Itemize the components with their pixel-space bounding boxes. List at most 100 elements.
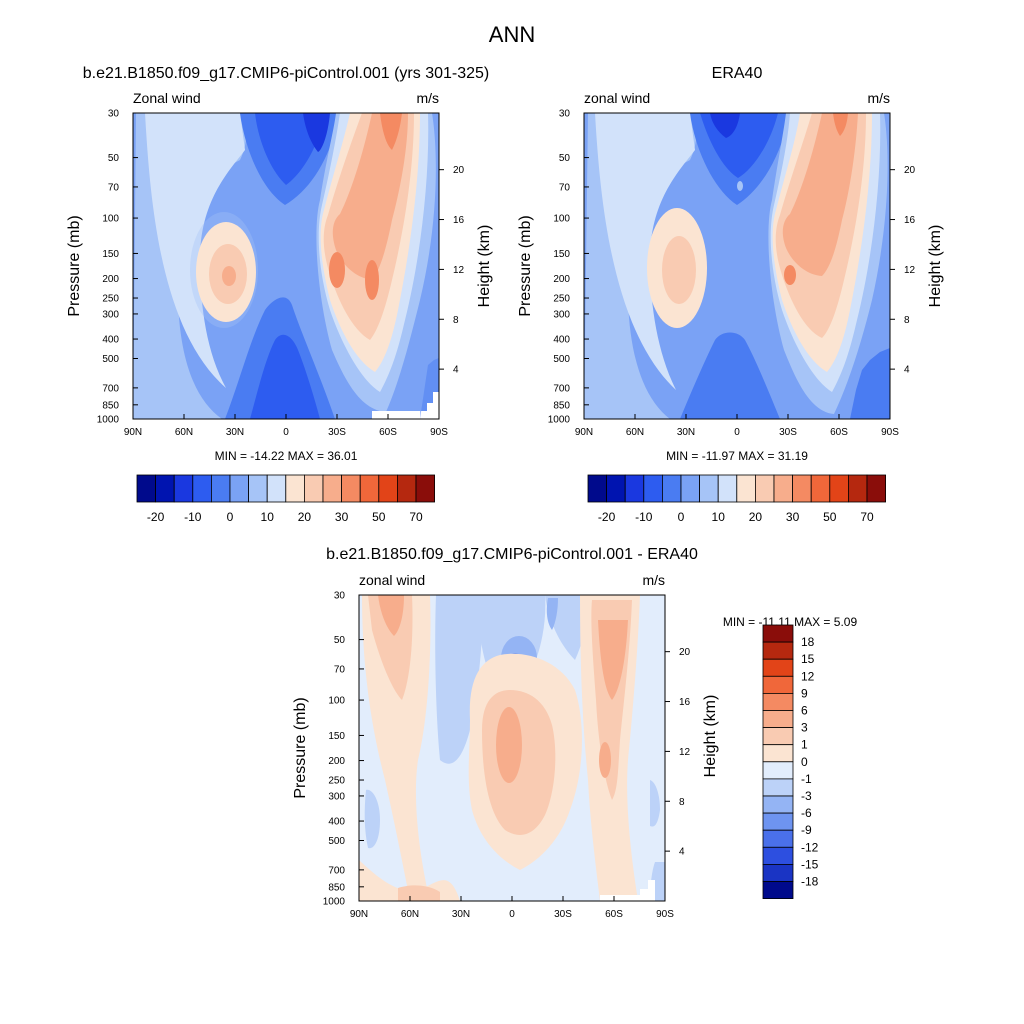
y-tick-label: 300 bbox=[328, 791, 345, 802]
y-tick-labels: 30 50 70 100 150 200 250 300 400 500 700 850 1000 bbox=[548, 109, 589, 426]
x-tick-label: 90N bbox=[575, 427, 593, 438]
colorbar-swatch bbox=[248, 474, 268, 503]
colorbar-swatch bbox=[755, 474, 775, 503]
y-right-tick-label: 8 bbox=[904, 315, 910, 326]
y-tick-label: 400 bbox=[328, 817, 345, 828]
panel-model: b.e21.B1850.f09_g17.CMIP6-piControl.001 … bbox=[66, 65, 493, 524]
panel-era40: ERA40 zonal wind m/s bbox=[517, 65, 944, 524]
colorbar-swatch bbox=[762, 864, 794, 882]
colorbar-label: 10 bbox=[712, 510, 726, 524]
colorbar-swatch bbox=[699, 474, 719, 503]
colorbar-label: 50 bbox=[823, 510, 837, 524]
colorbar-swatch bbox=[285, 474, 305, 503]
y-tick-label: 70 bbox=[108, 182, 120, 193]
colorbar-swatch bbox=[762, 761, 794, 780]
colorbar-swatch bbox=[762, 846, 794, 865]
colorbar-label: 0 bbox=[801, 755, 808, 769]
x-tick-label: 90S bbox=[656, 909, 674, 920]
colorbar-swatch bbox=[736, 474, 756, 503]
colorbar-label: 15 bbox=[801, 652, 815, 666]
colorbar-swatch bbox=[792, 474, 812, 503]
colorbar-label: 6 bbox=[801, 704, 808, 718]
x-tick-label: 90S bbox=[881, 427, 899, 438]
y-axis-label: Pressure (mb) bbox=[292, 697, 309, 798]
colorbar-swatch bbox=[210, 474, 231, 503]
y-tick-label: 100 bbox=[553, 214, 570, 225]
variable-label: Zonal wind bbox=[133, 90, 201, 106]
colorbar-label: -20 bbox=[598, 510, 616, 524]
colorbar-swatch bbox=[762, 693, 794, 711]
y-right-tick-label: 20 bbox=[453, 165, 465, 176]
colorbar: 18 15 12 9 6 3 1 0 -1 -3 -6 -9 -12 -15 -18 bbox=[762, 624, 819, 900]
min-max-label: MIN = -11.11 MAX = 5.09 bbox=[723, 615, 858, 629]
colorbar-label: -6 bbox=[801, 806, 812, 820]
colorbar-label: -10 bbox=[184, 510, 202, 524]
y-tick-label: 400 bbox=[553, 335, 570, 346]
colorbar-label: 70 bbox=[860, 510, 874, 524]
x-tick-label: 60S bbox=[830, 427, 848, 438]
colorbar-label: -9 bbox=[801, 823, 812, 837]
colorbar-swatch bbox=[762, 881, 794, 900]
y-right-tick-label: 20 bbox=[679, 647, 691, 658]
y-tick-label: 700 bbox=[553, 383, 570, 394]
colorbar-swatch bbox=[303, 474, 324, 503]
y-axis-label: Pressure (mb) bbox=[66, 215, 83, 316]
y-tick-label: 850 bbox=[102, 400, 119, 411]
x-tick-label: 30S bbox=[779, 427, 797, 438]
colorbar-swatch bbox=[415, 474, 436, 503]
y-tick-label: 30 bbox=[108, 109, 120, 120]
y-tick-label: 250 bbox=[102, 294, 119, 305]
y-right-axis-label: Height (km) bbox=[927, 225, 944, 308]
x-tick-labels: 90N 60N 30N 0 30S 60S 90S bbox=[124, 414, 448, 438]
contour-field bbox=[359, 595, 665, 901]
colorbar-label: 10 bbox=[261, 510, 275, 524]
colorbar-swatch bbox=[155, 474, 175, 503]
colorbar-swatch bbox=[378, 474, 398, 503]
y-tick-label: 150 bbox=[102, 249, 119, 260]
y-right-tick-labels: 20 16 12 8 4 bbox=[439, 165, 465, 376]
y-tick-label: 200 bbox=[102, 274, 119, 285]
colorbar-swatch bbox=[762, 812, 794, 831]
units-label: m/s bbox=[416, 90, 439, 106]
y-tick-label: 150 bbox=[328, 731, 345, 742]
units-label: m/s bbox=[867, 90, 890, 106]
colorbar-swatch bbox=[810, 474, 831, 503]
colorbar-label: 3 bbox=[801, 721, 808, 735]
colorbar-label: -12 bbox=[801, 840, 819, 854]
colorbar-swatch bbox=[848, 474, 868, 503]
variable-label: zonal wind bbox=[584, 90, 650, 106]
y-tick-label: 850 bbox=[553, 400, 570, 411]
y-tick-label: 100 bbox=[102, 214, 119, 225]
min-max-label: MIN = -11.97 MAX = 31.19 bbox=[666, 449, 808, 463]
y-right-axis-label: Height (km) bbox=[702, 695, 719, 778]
panel-title: b.e21.B1850.f09_g17.CMIP6-piControl.001 … bbox=[326, 546, 698, 563]
colorbar-label: -1 bbox=[801, 772, 812, 786]
x-tick-label: 60S bbox=[379, 427, 397, 438]
colorbar-label: -20 bbox=[147, 510, 165, 524]
y-tick-label: 1000 bbox=[548, 415, 571, 426]
colorbar-swatch bbox=[762, 727, 794, 746]
colorbar-swatch bbox=[762, 778, 794, 797]
y-right-tick-label: 8 bbox=[679, 797, 685, 808]
colorbar-swatch bbox=[587, 474, 608, 503]
y-right-tick-label: 4 bbox=[904, 365, 910, 376]
y-tick-label: 700 bbox=[328, 865, 345, 876]
x-tick-label: 60N bbox=[626, 427, 644, 438]
colorbar-swatch bbox=[762, 795, 794, 814]
y-tick-label: 250 bbox=[553, 294, 570, 305]
colorbar-swatch bbox=[322, 474, 343, 503]
y-right-tick-label: 16 bbox=[904, 215, 916, 226]
y-axis-label: Pressure (mb) bbox=[517, 215, 534, 316]
y-right-tick-label: 12 bbox=[904, 265, 916, 276]
y-tick-label: 70 bbox=[559, 182, 571, 193]
colorbar-label: 18 bbox=[801, 635, 815, 649]
y-tick-label: 50 bbox=[559, 153, 571, 164]
colorbar-swatch bbox=[829, 474, 849, 503]
y-tick-label: 850 bbox=[328, 882, 345, 893]
colorbar-swatch bbox=[680, 474, 701, 503]
colorbar-label: 20 bbox=[298, 510, 312, 524]
x-tick-label: 30S bbox=[328, 427, 346, 438]
panel-difference: b.e21.B1850.f09_g17.CMIP6-piControl.001 … bbox=[292, 546, 857, 920]
x-tick-label: 90S bbox=[430, 427, 448, 438]
panel-title: b.e21.B1850.f09_g17.CMIP6-piControl.001 … bbox=[83, 65, 489, 82]
